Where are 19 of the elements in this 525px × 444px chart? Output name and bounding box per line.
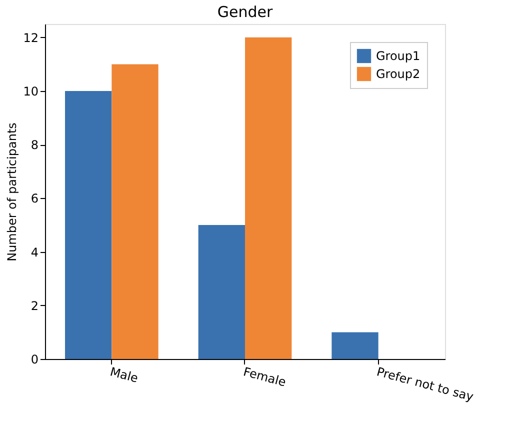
y-tick-label: 2 <box>30 298 38 313</box>
bar <box>245 37 292 359</box>
x-tick-label: Male <box>108 364 140 386</box>
bar <box>65 91 112 359</box>
y-axis-title: Number of participants <box>5 122 20 262</box>
x-tick-label: Female <box>242 364 288 390</box>
legend-label: Group1 <box>376 49 420 63</box>
bar <box>198 225 245 359</box>
bar <box>112 64 158 359</box>
y-tick-label: 10 <box>23 84 38 98</box>
y-tick-label: 12 <box>23 30 38 45</box>
x-tick-label: Prefer not to say <box>375 364 475 404</box>
y-tick-label: 8 <box>30 138 38 152</box>
legend-label: Group2 <box>376 67 420 81</box>
y-tick-label: 6 <box>30 192 38 206</box>
bar <box>332 332 378 359</box>
chart-title: Gender <box>217 3 274 21</box>
y-tick-label: 4 <box>30 245 38 260</box>
y-tick-label: 0 <box>30 352 38 366</box>
